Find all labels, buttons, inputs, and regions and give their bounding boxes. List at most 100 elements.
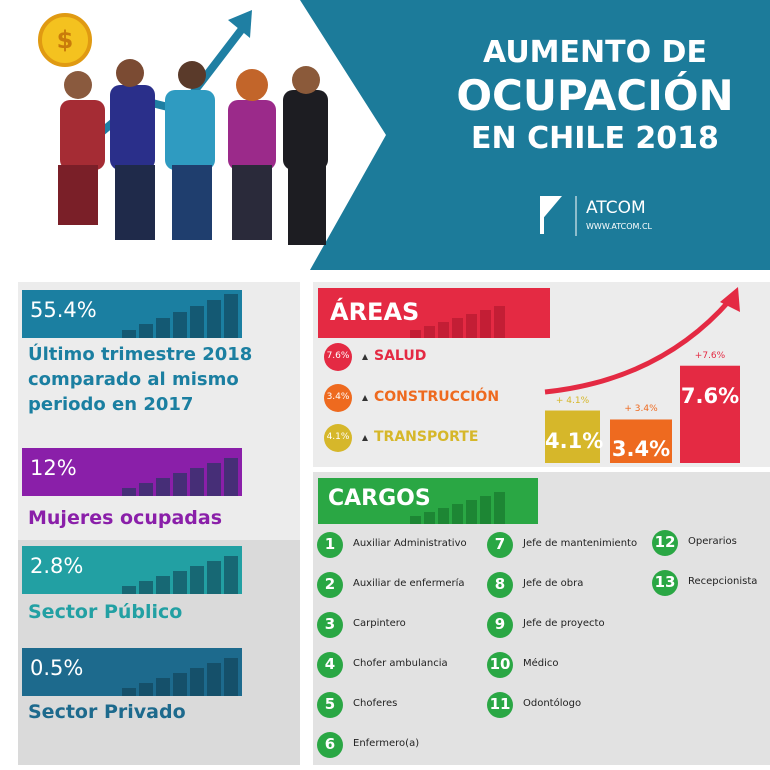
cargo-number: 4 (324, 655, 336, 673)
cargo-name: Auxiliar Administrativo (353, 538, 467, 549)
decor-bar (207, 463, 221, 496)
illustration: $ (38, 10, 328, 245)
bullet (362, 435, 368, 441)
stat-value: 2.8% (30, 554, 84, 578)
cargo-number-circle (487, 692, 513, 718)
decor-bar (452, 318, 463, 338)
decor-bar (410, 330, 421, 338)
brand: ATCOM (586, 198, 646, 218)
stat-label: Mujeres ocupadas (28, 507, 223, 529)
decor-bar (207, 663, 221, 696)
cargo-number: 1 (324, 535, 336, 553)
area-badge-label: 7.6% (326, 351, 350, 361)
decor-bar (173, 673, 187, 696)
stat-value: 0.5% (30, 656, 84, 680)
cargo-number: 13 (654, 573, 676, 591)
cargo-name: Jefe de mantenimiento (523, 538, 638, 549)
decor-bar (410, 516, 421, 524)
trend-arrow (544, 298, 732, 395)
stat-value: 55.4% (30, 298, 97, 322)
decor-bar (224, 556, 238, 594)
cargo-number: 12 (654, 533, 676, 551)
decor-bar (190, 566, 204, 594)
decor-bar (224, 294, 238, 338)
decor-bar (122, 488, 136, 496)
cargo-name: Carpintero (353, 618, 406, 629)
decor-bar (173, 312, 187, 338)
area-bar-label: 4.1% (545, 428, 604, 453)
cargo-name: Choferes (353, 698, 398, 709)
decor-bar (452, 504, 463, 524)
cargo-name: Chofer ambulancia (353, 658, 448, 669)
area-change-label: + 3.4% (624, 404, 658, 415)
decor-bar (190, 306, 204, 338)
decor-bar (139, 324, 153, 338)
cargo-number-circle (652, 530, 678, 556)
cargo-number: 5 (324, 695, 336, 713)
decor-bar (122, 688, 136, 696)
cargo-number-circle (317, 692, 343, 718)
area-badge (324, 384, 352, 412)
cargo-number-circle (487, 652, 513, 678)
cargo-name: Operarios (688, 536, 737, 547)
cargo-number: 2 (324, 575, 336, 593)
decor-bar (224, 658, 238, 696)
area-bar (545, 410, 600, 463)
area-badge-label: 3.4% (326, 392, 350, 402)
cargo-number: 7 (494, 535, 506, 553)
logo-mark (540, 210, 544, 234)
area-name: CONSTRUCCIÓN (374, 389, 500, 405)
area-bar-label: 3.4% (611, 437, 671, 462)
stat-label: Último trimestre 2018 comparado al mismo… (28, 344, 253, 415)
decor-bar (207, 300, 221, 338)
cargo-number-circle (487, 532, 513, 558)
cargo-number-circle (317, 612, 343, 638)
decor-bar (224, 458, 238, 496)
decor-bar (438, 508, 449, 524)
cargo-name: Enfermero(a) (353, 738, 420, 749)
cargo-number-circle (487, 612, 513, 638)
bullet (362, 395, 368, 401)
cargos-title: CARGOS (328, 486, 431, 511)
header-band (300, 0, 770, 270)
trend-arrow-head (720, 287, 740, 312)
logo-mark (540, 196, 562, 222)
title-line: OCUPACIÓN (456, 71, 734, 120)
stat-value: 12% (30, 456, 77, 480)
decor-bar (156, 478, 170, 496)
cargo-name: Jefe de proyecto (523, 618, 605, 629)
decor-bar (494, 492, 505, 524)
area-change-label: +7.6% (694, 350, 726, 361)
title-line: EN CHILE 2018 (471, 121, 719, 156)
area-badge-label: 4.1% (326, 432, 350, 442)
cargo-name: Médico (523, 658, 559, 669)
decor-bar (156, 678, 170, 696)
decor-bar (424, 512, 435, 524)
decor-bar (139, 483, 153, 496)
cargo-name: Odontólogo (523, 698, 582, 709)
cargo-number: 3 (324, 615, 336, 633)
title-line: AUMENTO DE (483, 35, 707, 70)
cargo-number-circle (317, 572, 343, 598)
area-badge (324, 424, 352, 452)
area-bar (610, 419, 672, 463)
brand-url: WWW.ATCOM.CL (586, 222, 652, 231)
cargo-number: 11 (489, 695, 511, 713)
svg-text:$: $ (57, 26, 74, 54)
decor-bar (424, 326, 435, 338)
cargo-number: 6 (324, 735, 336, 753)
decor-bar (438, 322, 449, 338)
decor-bar (207, 561, 221, 594)
cargo-number-circle (317, 652, 343, 678)
decor-bar (190, 668, 204, 696)
cargo-number: 10 (489, 655, 511, 673)
title: AUMENTO DE OCUPACIÓN EN CHILE 2018 (420, 35, 770, 157)
cargo-name: Jefe de obra (523, 578, 584, 589)
decor-bar (139, 683, 153, 696)
decor-bar (122, 586, 136, 594)
decor-bar (494, 306, 505, 338)
cargo-number-circle (487, 572, 513, 598)
stat-label: Sector Privado (28, 701, 186, 723)
decor-bar (466, 500, 477, 524)
